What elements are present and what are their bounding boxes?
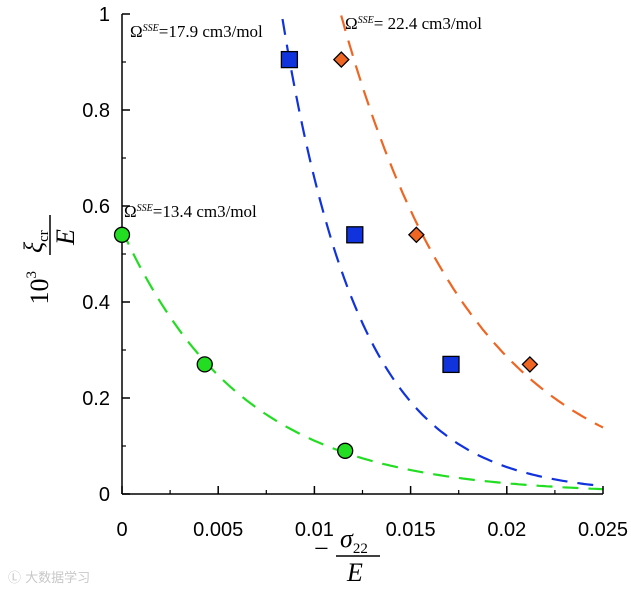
ylabel-exponent: 3 xyxy=(24,271,40,279)
annotation-series-2: ΩSSE=17.9 cm3/mol xyxy=(130,22,263,41)
fit-curve-series-1 xyxy=(121,229,604,491)
marker-circle xyxy=(337,442,354,459)
ylabel-prefix: 10 xyxy=(25,279,54,305)
axis-ticks: 0 0.2 0.4 0.6 0.8 1 0 0.005 0.01 0.015 0.02 0.025 xyxy=(82,4,628,541)
x-tick-label: 0.01 xyxy=(295,519,334,541)
annotation-series-3: ΩSSE= 22.4 cm3/mol xyxy=(345,14,482,33)
omega-symbol: Ω xyxy=(130,22,143,41)
watermark: Ⓛ 大数据学习 xyxy=(8,570,90,586)
fit-curve-series-2 xyxy=(281,18,604,488)
svg-text:ξcr: ξcr xyxy=(19,230,52,253)
x-tick-label: 0.025 xyxy=(578,519,628,541)
data-markers xyxy=(113,50,539,459)
y-tick-label: 0 xyxy=(99,484,110,506)
ylabel-subscript: cr xyxy=(36,230,52,242)
omega-value: =13.4 cm3/mol xyxy=(153,202,257,221)
y-tick-label: 0.6 xyxy=(82,196,110,218)
x-tick-label: 0.005 xyxy=(193,519,243,541)
omega-superscript: SSE xyxy=(137,203,153,214)
y-tick-label: 0.4 xyxy=(82,292,110,314)
x-axis-label: − σ22 E xyxy=(314,524,380,587)
marker-circle xyxy=(196,356,213,373)
fit-curves xyxy=(121,15,604,491)
marker-diamond xyxy=(521,355,539,373)
y-tick-label: 0.2 xyxy=(82,388,110,410)
xlabel-numerator: σ xyxy=(340,524,354,553)
marker-diamond xyxy=(332,51,350,69)
plot-frame xyxy=(121,14,603,495)
marker-square xyxy=(280,50,299,69)
xlabel-denominator: E xyxy=(346,558,363,587)
x-tick-label: 0.02 xyxy=(487,519,526,541)
x-tick-label: 0.015 xyxy=(386,519,436,541)
x-tick-label: 0 xyxy=(116,519,127,541)
omega-superscript: SSE xyxy=(143,23,159,34)
marker-square xyxy=(346,226,364,244)
ylabel-denominator: E xyxy=(51,229,80,246)
fit-curve-series-3 xyxy=(340,15,604,429)
xlabel-subscript: 22 xyxy=(353,541,368,557)
svg-text:σ22: σ22 xyxy=(340,524,368,557)
annotation-series-1: ΩSSE=13.4 cm3/mol xyxy=(124,202,257,221)
y-tick-label: 1 xyxy=(99,4,110,26)
xlabel-minus: − xyxy=(314,534,329,563)
omega-superscript: SSE xyxy=(358,15,374,26)
y-tick-label: 0.8 xyxy=(82,100,110,122)
marker-diamond xyxy=(407,226,425,244)
marker-square xyxy=(442,355,460,374)
y-axis-label: 103 ξcr E xyxy=(19,215,80,305)
marker-circle xyxy=(113,226,131,243)
omega-symbol: Ω xyxy=(345,14,358,33)
ylabel-numerator: ξ xyxy=(19,241,48,253)
omega-symbol: Ω xyxy=(124,202,137,221)
svg-text:103: 103 xyxy=(24,271,54,305)
omega-value: = 22.4 cm3/mol xyxy=(374,14,483,33)
omega-value: =17.9 cm3/mol xyxy=(159,22,263,41)
